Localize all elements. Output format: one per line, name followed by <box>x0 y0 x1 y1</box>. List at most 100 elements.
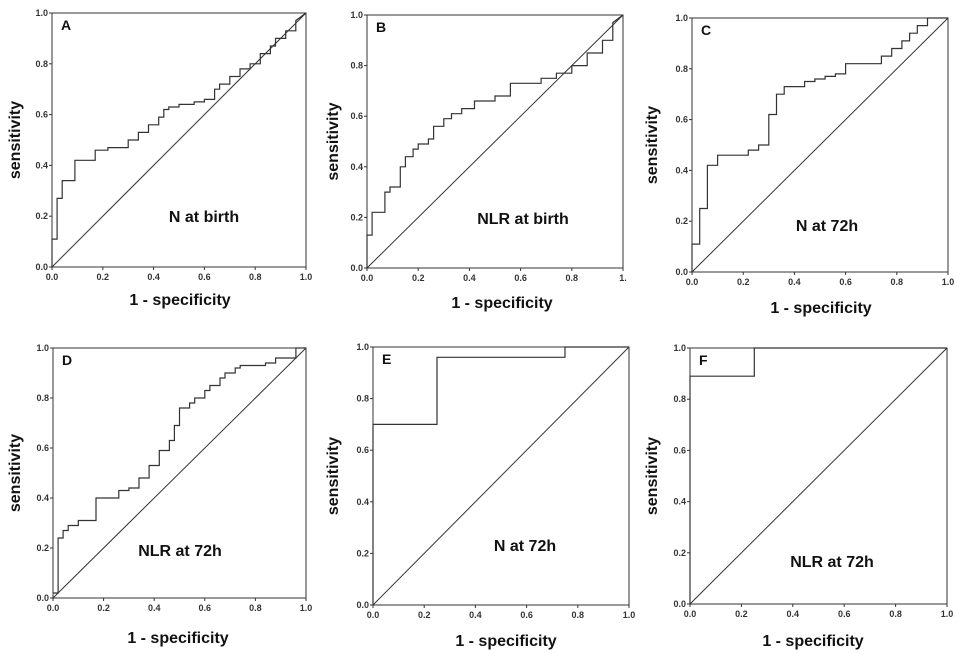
y-tick-label: 1.0 <box>350 10 363 20</box>
x-tick-label: 0.0 <box>47 603 60 613</box>
panel-letter: B <box>376 19 386 35</box>
y-tick-label: 0.2 <box>675 216 688 226</box>
x-tick-label: 0.4 <box>469 610 482 620</box>
y-tick-label: 0.6 <box>673 445 686 455</box>
x-axis-title: 1 - specificity <box>770 300 871 317</box>
y-axis-title: sensitivity <box>7 434 24 512</box>
y-tick-label: 1.0 <box>36 343 49 353</box>
x-tick-label: 0.4 <box>787 609 800 619</box>
y-axis-title: sensitivity <box>325 437 342 515</box>
panel-letter: F <box>699 352 708 368</box>
y-tick-label: 0.8 <box>36 393 49 403</box>
x-tick-label: 0.6 <box>839 277 852 287</box>
roc-panel-a: 0.0 0.2 0.4 0.6 0.8 1.0 0.0 0.2 0.4 0.6 0.8 1.0 A N a… <box>7 8 313 309</box>
reference-diagonal <box>366 14 624 269</box>
y-tick-label: 0.0 <box>356 600 369 610</box>
y-tick-label: 0.0 <box>675 267 688 277</box>
reference-diagonal <box>689 347 948 605</box>
y-tick-label: 0.2 <box>350 212 363 222</box>
reference-diagonal <box>51 12 307 268</box>
reference-diagonal <box>52 347 307 599</box>
roc-curve <box>53 347 306 594</box>
y-axis-title: sensitivity <box>644 106 661 184</box>
panel-letter: D <box>62 352 72 368</box>
roc-panel-b: 0.0 0.2 0.4 0.6 0.8 1. 0.0 0.2 0.4 0.6 0.8 1.0 B NLR … <box>325 10 627 312</box>
y-tick-label: 0.0 <box>673 599 686 609</box>
x-tick-label: 0.0 <box>686 277 699 287</box>
roc-panel-f: 0.0 0.2 0.4 0.6 0.8 1.0 0.0 0.2 0.4 0.6 0.8 1.0 F NLR… <box>644 343 954 650</box>
x-tick-label: 0.8 <box>572 610 585 620</box>
x-tick-label: 0.0 <box>684 609 697 619</box>
x-tick-label: 0.2 <box>418 610 431 620</box>
panel-title: NLR at 72h <box>138 543 222 560</box>
panel-title: N at 72h <box>494 538 556 555</box>
x-tick-label: 0.8 <box>889 609 902 619</box>
x-tick-label: 1.0 <box>941 609 954 619</box>
roc-curve <box>689 347 947 604</box>
y-tick-label: 0.6 <box>35 110 48 120</box>
y-tick-label: 0.6 <box>36 443 49 453</box>
x-axis-title: 1 - specificity <box>762 633 863 650</box>
y-tick-label: 0.4 <box>673 497 686 507</box>
panel-letter: C <box>701 22 711 38</box>
roc-curve <box>691 17 948 272</box>
x-tick-label: 0.4 <box>463 273 476 283</box>
y-axis-title: sensitivity <box>325 102 342 180</box>
y-tick-label: 0.2 <box>36 543 49 553</box>
x-tick-label: 0.4 <box>788 277 801 287</box>
x-tick-label: 0.2 <box>735 609 748 619</box>
x-tick-label: 0.4 <box>148 603 161 613</box>
y-tick-label: 0.4 <box>35 160 48 170</box>
y-tick-label: 1.0 <box>356 342 369 352</box>
x-tick-label: 0.6 <box>514 273 527 283</box>
y-tick-label: 0.6 <box>350 111 363 121</box>
x-tick-label: 0.8 <box>566 273 579 283</box>
y-tick-label: 0.4 <box>36 493 49 503</box>
y-tick-label: 1.0 <box>675 13 688 23</box>
x-tick-label: 1.0 <box>942 277 955 287</box>
x-tick-label: 0.6 <box>198 272 211 282</box>
x-tick-label: 0.8 <box>891 277 904 287</box>
y-tick-label: 0.4 <box>356 497 369 507</box>
y-tick-label: 0.2 <box>356 548 369 558</box>
x-tick-label: 1.0 <box>623 610 636 620</box>
x-axis-title: 1 - specificity <box>451 295 552 312</box>
roc-curve <box>366 14 624 268</box>
x-tick-label: 0.8 <box>249 272 262 282</box>
x-tick-label: 1.0 <box>300 272 313 282</box>
y-tick-label: 0.0 <box>350 263 363 273</box>
x-tick-label: 0.2 <box>97 272 110 282</box>
x-tick-label: 0.2 <box>412 273 425 283</box>
roc-panel-d: 0.0 0.2 0.4 0.6 0.8 1.0 0.0 0.2 0.4 0.6 0.8 1.0 D NLR… <box>7 343 312 647</box>
x-tick-label: 0.6 <box>520 610 533 620</box>
reference-diagonal <box>372 346 630 606</box>
x-tick-label: 1. <box>619 273 627 283</box>
y-tick-label: 0.6 <box>675 115 688 125</box>
y-tick-label: 1.0 <box>35 8 48 18</box>
roc-curve <box>372 346 629 605</box>
y-tick-label: 0.8 <box>356 394 369 404</box>
y-tick-label: 0.4 <box>675 165 688 175</box>
y-tick-label: 1.0 <box>673 343 686 353</box>
roc-panel-c: 0.0 0.2 0.4 0.6 0.8 1.0 0.0 0.2 0.4 0.6 0.8 1.0 C N a… <box>644 13 955 317</box>
x-tick-label: 0.0 <box>367 610 380 620</box>
x-tick-label: 0.2 <box>97 603 110 613</box>
x-axis-title: 1 - specificity <box>127 630 228 647</box>
x-tick-label: 0.0 <box>361 273 374 283</box>
y-tick-label: 0.8 <box>35 59 48 69</box>
x-axis-title: 1 - specificity <box>129 292 230 309</box>
roc-panel-e: 0.0 0.2 0.4 0.6 0.8 1.0 0.0 0.2 0.4 0.6 0.8 1.0 E N a… <box>325 342 636 650</box>
panel-title: N at 72h <box>796 218 858 235</box>
panel-letter: E <box>382 351 391 367</box>
y-axis-title: sensitivity <box>644 437 661 515</box>
roc-curve <box>51 12 307 267</box>
x-tick-label: 0.6 <box>199 603 212 613</box>
y-tick-label: 0.8 <box>350 61 363 71</box>
panel-title: NLR at birth <box>477 211 569 228</box>
x-tick-label: 0.8 <box>249 603 262 613</box>
y-tick-label: 0.0 <box>36 593 49 603</box>
panel-title: NLR at 72h <box>790 554 874 571</box>
y-tick-label: 0.2 <box>673 548 686 558</box>
panel-title: N at birth <box>169 209 239 226</box>
